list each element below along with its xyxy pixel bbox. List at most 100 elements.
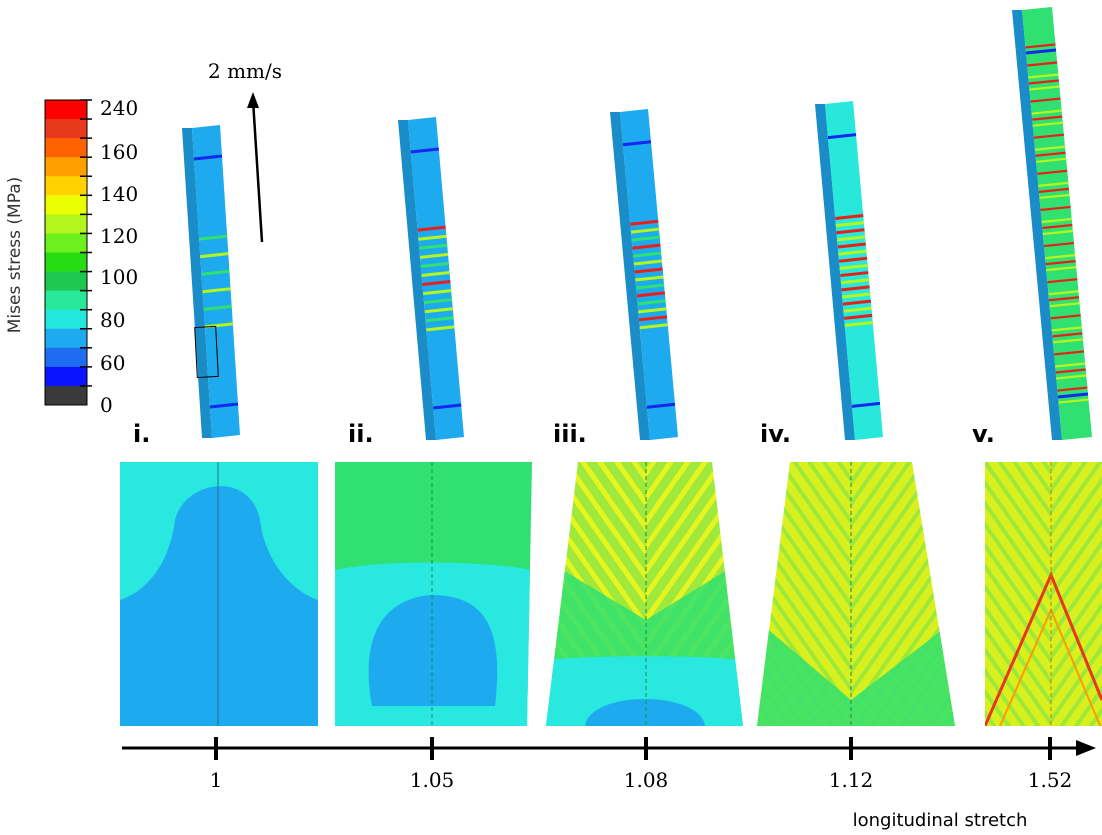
stress-band (1033, 133, 1064, 139)
color-band (45, 271, 87, 292)
stress-band (633, 251, 662, 258)
specimen (182, 125, 240, 438)
stress-band (636, 291, 665, 298)
stress-band (1047, 278, 1078, 284)
stress-band (422, 280, 451, 287)
stress-band (1042, 229, 1073, 236)
specimen-side (1012, 10, 1062, 440)
specimen-face (408, 117, 464, 440)
axis-tick-label: 1.05 (410, 768, 455, 792)
stress-band (417, 225, 446, 232)
specimen-side (182, 128, 212, 438)
colorbar-tick-label: 120 (100, 224, 138, 248)
detail-panel (335, 462, 532, 726)
stress-band (1028, 73, 1059, 79)
detail-panel (120, 462, 318, 726)
stress-band (1039, 193, 1070, 200)
stress-band (1034, 145, 1066, 151)
stress-band (1041, 211, 1072, 218)
stress-band (1058, 398, 1089, 404)
colorbar-title: Mises stress (MPa) (5, 177, 25, 334)
axis-labels: i. 1 ii. 1.05 iii. 1.08 iv. 1.12 v. 1.52 (133, 420, 1072, 792)
stress-band (840, 271, 869, 278)
colorbar-frame (44, 99, 88, 406)
stress-band (630, 227, 660, 234)
stress-band (201, 269, 230, 276)
stress-band (419, 243, 448, 250)
velocity-label: 2 mm/s (208, 59, 282, 83)
stress-band (1052, 338, 1084, 344)
stress-band (1050, 308, 1081, 314)
specimen-face (1022, 7, 1092, 440)
detail-panel (546, 462, 743, 726)
stress-band (635, 275, 664, 282)
specimen (815, 101, 883, 440)
color-band (45, 119, 87, 139)
stress-band (631, 235, 660, 242)
specimen (1012, 7, 1092, 440)
axis-arrow (1076, 740, 1096, 756)
axis-tick-label: 1.12 (829, 768, 874, 792)
colorbar-tick-label: 100 (100, 265, 138, 289)
stress-band (838, 256, 868, 263)
stress-band (1036, 163, 1067, 169)
color-band (45, 347, 87, 368)
stress-band (425, 316, 454, 323)
stress-band (1037, 175, 1068, 181)
stress-band (646, 402, 676, 409)
stress-band (838, 249, 867, 256)
stress-band (202, 287, 231, 294)
panel-label: iv. (760, 420, 791, 448)
stress-band (1048, 290, 1079, 296)
specimens (182, 7, 1092, 440)
stress-band (1052, 332, 1083, 338)
colorbar-tick-label: 160 (100, 140, 138, 164)
color-band (45, 290, 87, 311)
stress-band (841, 285, 870, 292)
stress-band (1038, 181, 1069, 187)
stress-band (1031, 109, 1062, 115)
stress-band (419, 252, 449, 259)
color-band (45, 176, 87, 196)
axis-title: longitudinal stretch (853, 810, 1028, 831)
colorbar-tick-label: 80 (100, 308, 125, 332)
stress-band (837, 242, 866, 249)
stress-band (209, 402, 239, 409)
stress-band (420, 261, 449, 268)
stress-band (1047, 284, 1078, 290)
stress-band (1032, 115, 1063, 121)
stress-band (633, 259, 663, 266)
stress-band (1048, 296, 1080, 302)
panel-label: ii. (348, 420, 374, 448)
colorbar-tick-label: 60 (100, 351, 125, 375)
stress-band (835, 213, 864, 220)
stress-band (1042, 223, 1073, 230)
stress-band (410, 147, 439, 154)
stress-band (1055, 368, 1086, 374)
axis-tick-label: 1.08 (624, 768, 669, 792)
stress-band (1055, 362, 1086, 368)
stress-band (1044, 247, 1075, 254)
stress-band (840, 278, 870, 285)
stress-band (844, 321, 873, 328)
stress-band (1041, 217, 1072, 224)
stress-band (639, 323, 668, 330)
stress-band (634, 267, 663, 274)
stress-band (1030, 97, 1061, 103)
specimen (398, 117, 464, 440)
velocity-arrow (251, 99, 264, 243)
stress-band (1040, 205, 1071, 212)
colorbar-tick-label: 0 (100, 393, 113, 417)
colorbar-tick-label: 240 (100, 96, 138, 120)
stress-band (423, 289, 452, 296)
specimen-face (825, 101, 883, 440)
detail-panel (757, 462, 955, 726)
stress-band (843, 313, 873, 320)
stress-band (193, 154, 223, 161)
detail-panel (985, 462, 1102, 726)
inset-box (194, 325, 219, 379)
color-band (45, 195, 87, 215)
stress-band (1036, 157, 1067, 163)
stress-band (637, 299, 666, 306)
